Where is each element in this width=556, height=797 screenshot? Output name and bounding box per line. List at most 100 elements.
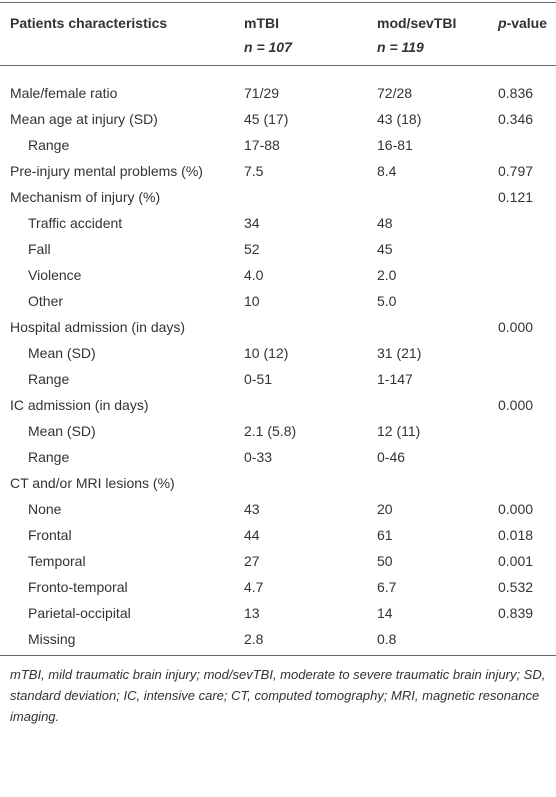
table-row: IC admission (in days) 0.000 [0,392,556,418]
cell: 0-33 [244,449,273,465]
table-row: Frontal 44 61 0.018 [0,522,556,548]
table-row: CT and/or MRI lesions (%) [0,470,556,496]
row-label: Traffic accident [28,215,123,231]
cell: 48 [377,215,393,231]
table-row: Traffic accident 34 48 [0,210,556,236]
cell [498,366,556,392]
table-row: Mean age at injury (SD) 45 (17) 43 (18) 0.3… [0,106,556,132]
row-label: IC admission (in days) [10,397,149,413]
row-label: Range [28,137,70,153]
row-label: Parietal-occipital [28,605,131,621]
table-row: Temporal 27 50 0.001 [0,548,556,574]
cell: 10 (12) [244,345,289,361]
table-row: Hospital admission (in days) 0.000 [0,314,556,340]
cell: 12 (11) [377,423,421,439]
row-label: Range [28,371,70,387]
table-row: Other 10 5.0 [0,288,556,314]
cell: 6.7 [377,579,397,595]
cell: 2.1 (5.8) [244,423,297,439]
cell: 0.001 [498,553,534,569]
row-label: CT and/or MRI lesions (%) [10,475,175,491]
footnote: mTBI, mild traumatic brain injury; mod/s… [10,667,546,724]
cell: 4.0 [244,267,264,283]
cell [498,340,556,366]
header-cell: mod/sevTBI n = 119 [377,2,498,66]
row-label: Pre-injury mental problems (%) [10,163,203,179]
cell: 44 [244,527,260,543]
header-cell: p-value [498,2,556,66]
cell [377,314,498,340]
cell: 1-147 [377,371,413,387]
header-text: mTBI [244,15,279,31]
row-label: Mean age at injury (SD) [10,111,158,127]
cell: 0.839 [498,605,534,621]
cell: 0.000 [498,397,534,413]
table-row: Missing 2.8 0.8 [0,626,556,656]
table-row: Range 0-33 0-46 [0,444,556,470]
cell: 0.532 [498,579,534,595]
table-body: Male/female ratio 71/29 72/28 0.836 Mean age… [0,66,556,656]
cell: 5.0 [377,293,397,309]
cell [498,288,556,314]
header-text: -value [506,15,548,31]
header-row: Patients characteristics mTBI n = 107 mod… [0,2,556,66]
cell: 2.8 [244,626,377,656]
table-row: Mean (SD) 10 (12) 31 (21) [0,340,556,366]
table-row: Range 0-51 1-147 [0,366,556,392]
cell: 0.018 [498,527,534,543]
table-row: Fronto-temporal 4.7 6.7 0.532 [0,574,556,600]
cell [244,470,377,496]
cell: 17-88 [244,137,280,153]
table-row: Violence 4.0 2.0 [0,262,556,288]
cell [498,418,556,444]
cell: 43 (18) [377,111,422,127]
cell: 20 [377,501,393,517]
cell: 8.4 [377,163,397,179]
table-row: Mechanism of injury (%) 0.121 [0,184,556,210]
row-label: Missing [0,626,244,656]
row-label: Fall [28,241,51,257]
row-label: Range [28,449,70,465]
header-cell: mTBI n = 107 [244,2,377,66]
cell: 0.346 [498,111,534,127]
row-label: Male/female ratio [10,85,118,101]
cell: 0.121 [498,189,534,205]
cell: 31 (21) [377,345,422,361]
row-label: Violence [28,267,82,283]
cell [498,236,556,262]
row-label: None [28,501,62,517]
table-row: Parietal-occipital 13 14 0.839 [0,600,556,626]
header-cell: Patients characteristics [0,2,244,66]
cell: 0-46 [377,449,406,465]
cell: 27 [244,553,260,569]
cell [377,470,498,496]
cell: 45 [377,241,393,257]
table-header: Patients characteristics mTBI n = 107 mod… [0,2,556,66]
cell: 45 (17) [244,111,289,127]
cell: 43 [244,501,260,517]
cell: 0-51 [244,371,273,387]
header-text: mod/sevTBI [377,15,457,31]
cell: 61 [377,527,393,543]
cell: 0.000 [498,501,534,517]
row-label: Mechanism of injury (%) [10,189,161,205]
cell [377,184,498,210]
table-row: None 43 20 0.000 [0,496,556,522]
cell [244,184,377,210]
cell: 0.797 [498,163,534,179]
row-label: Frontal [28,527,72,543]
cell: 2.0 [377,267,397,283]
cell: 71/29 [244,85,280,101]
header-text: Patients characteristics [10,15,168,31]
header-n: n = 107 [244,39,292,55]
row-label: Mean (SD) [28,423,96,439]
data-table: Patients characteristics mTBI n = 107 mod… [0,2,556,656]
cell: 10 [244,293,260,309]
header-text: p [498,15,507,31]
cell [498,626,556,656]
cell: 4.7 [244,579,264,595]
cell: 72/28 [377,85,413,101]
row-label: Hospital admission (in days) [10,319,186,335]
cell [244,392,377,418]
